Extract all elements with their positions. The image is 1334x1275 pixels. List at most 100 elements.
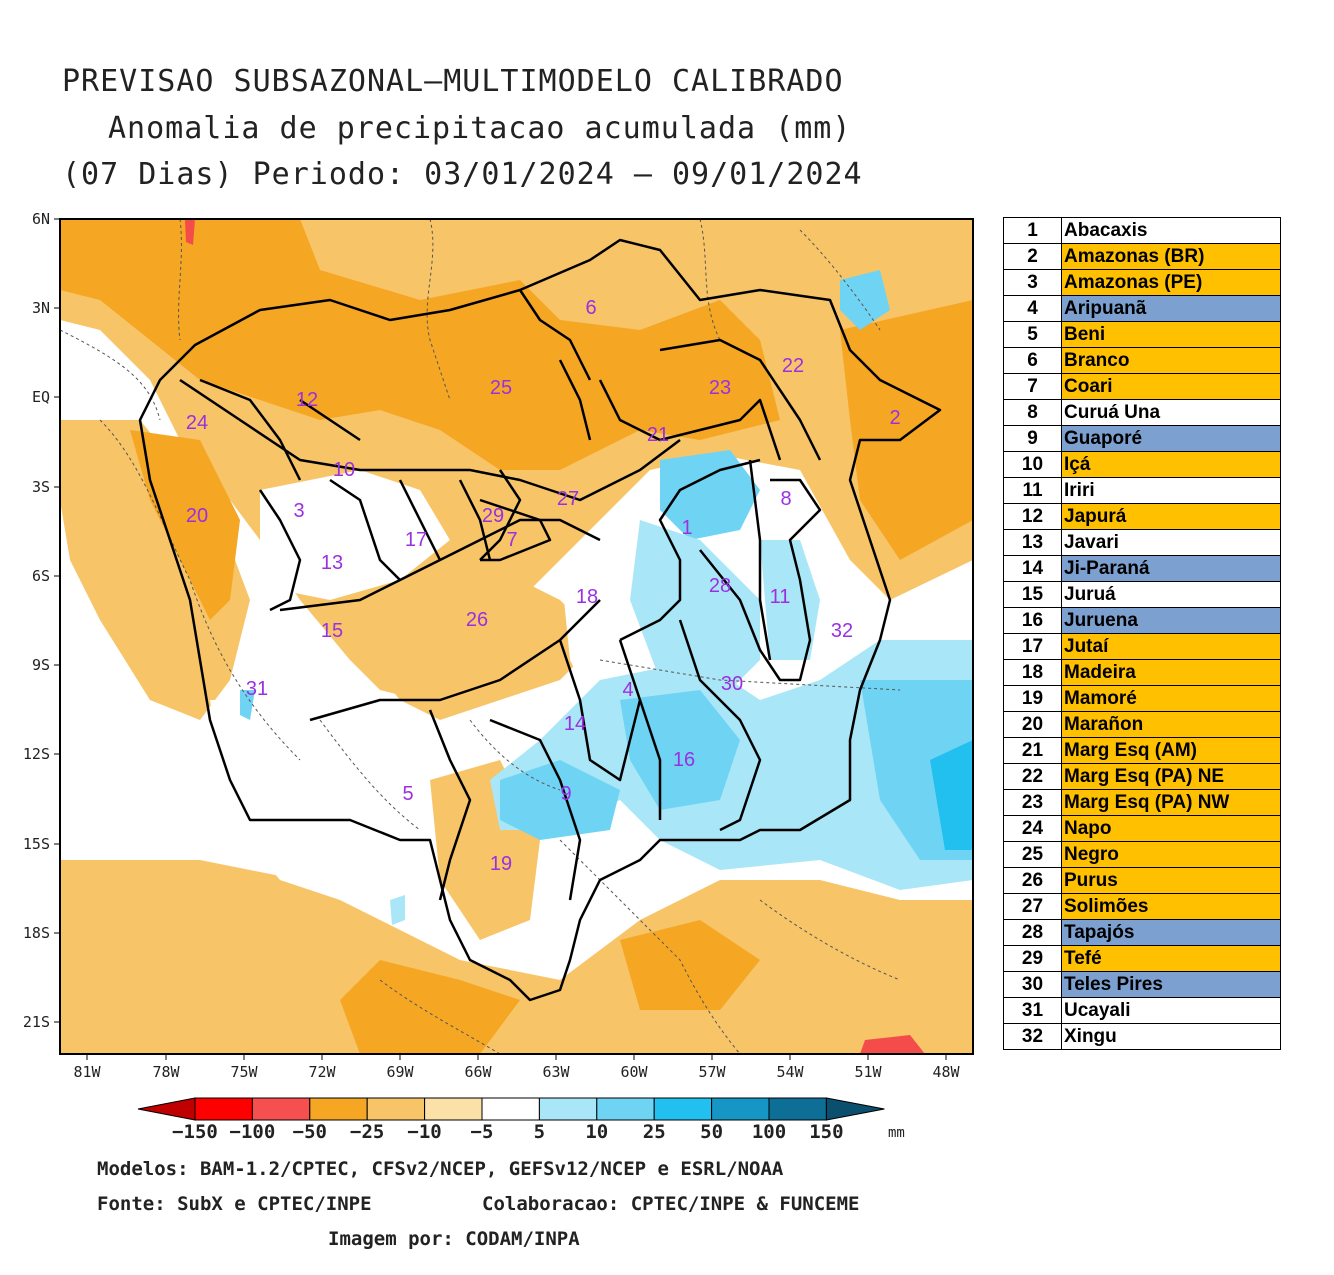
legend-number: 8 bbox=[1003, 399, 1062, 426]
basin-label-31: 31 bbox=[246, 678, 268, 700]
lon-label: 78W bbox=[152, 1063, 180, 1081]
legend-row: 21 Marg Esq (AM) bbox=[1003, 737, 1281, 764]
basin-borders bbox=[138, 238, 942, 1002]
legend-row: 26 Purus bbox=[1003, 867, 1281, 894]
basin-label-32: 32 bbox=[831, 620, 853, 642]
colorbar-label: −5 bbox=[471, 1121, 494, 1143]
legend-row: 10 Içá bbox=[1003, 451, 1281, 478]
footer-source: Fonte: SubX e CPTEC/INPE bbox=[97, 1193, 372, 1215]
latitude-axis: 6N 3N EQ 3S 6S 9S 12S 15S 18S 21S bbox=[23, 210, 60, 1031]
legend-number: 16 bbox=[1003, 607, 1062, 634]
legend-basin-name: Teles Pires bbox=[1061, 971, 1281, 998]
legend-number: 18 bbox=[1003, 659, 1062, 686]
legend-number: 4 bbox=[1003, 295, 1062, 322]
lon-label: 63W bbox=[542, 1063, 570, 1081]
basin-label-26: 26 bbox=[466, 609, 488, 631]
lat-label: 21S bbox=[23, 1013, 50, 1031]
legend-number: 31 bbox=[1003, 997, 1062, 1024]
legend-basin-name: Mamoré bbox=[1061, 685, 1281, 712]
legend-row: 13 Javari bbox=[1003, 529, 1281, 556]
basin-label-1: 1 bbox=[681, 517, 692, 539]
lon-label: 48W bbox=[932, 1063, 960, 1081]
legend-row: 16 Juruena bbox=[1003, 607, 1281, 634]
legend-number: 19 bbox=[1003, 685, 1062, 712]
legend-number: 21 bbox=[1003, 737, 1062, 764]
legend-number: 24 bbox=[1003, 815, 1062, 842]
lon-label: 54W bbox=[776, 1063, 804, 1081]
legend-basin-name: Amazonas (PE) bbox=[1061, 269, 1281, 296]
lon-label: 81W bbox=[73, 1063, 101, 1081]
lat-label: 18S bbox=[23, 924, 50, 942]
colorbar-swatch bbox=[194, 1097, 253, 1121]
legend-row: 30 Teles Pires bbox=[1003, 971, 1281, 998]
basin-label-6: 6 bbox=[585, 297, 596, 319]
basin-label-9: 9 bbox=[560, 783, 571, 805]
legend-basin-name: Negro bbox=[1061, 841, 1281, 868]
colorbar-label: 50 bbox=[700, 1121, 723, 1143]
lon-label: 57W bbox=[698, 1063, 726, 1081]
basin-label-29: 29 bbox=[482, 505, 504, 527]
basin-number-labels: 1234567891011121314151617181920212223242… bbox=[186, 297, 901, 875]
colorbar-swatch bbox=[711, 1097, 770, 1121]
colorbar-label: −50 bbox=[293, 1121, 327, 1143]
legend-row: 17 Jutaí bbox=[1003, 633, 1281, 660]
legend-basin-name: Marg Esq (PA) NE bbox=[1061, 763, 1281, 790]
legend-number: 25 bbox=[1003, 841, 1062, 868]
footer-image-credit: Imagem por: CODAM/INPA bbox=[328, 1228, 580, 1250]
legend-row: 18 Madeira bbox=[1003, 659, 1281, 686]
basin-label-21: 21 bbox=[647, 424, 669, 446]
colorbar-swatch bbox=[309, 1097, 368, 1121]
legend-basin-name: Guaporé bbox=[1061, 425, 1281, 452]
colorbar-arrow-left bbox=[137, 1097, 196, 1121]
colorbar-swatch bbox=[596, 1097, 655, 1121]
legend-row: 24 Napo bbox=[1003, 815, 1281, 842]
legend-number: 3 bbox=[1003, 269, 1062, 296]
legend-number: 6 bbox=[1003, 347, 1062, 374]
basin-legend-table: 1 Abacaxis 2 Amazonas (BR) 3 Amazonas (PE) 4 Ar… bbox=[1003, 217, 1281, 1050]
legend-number: 10 bbox=[1003, 451, 1062, 478]
legend-row: 8 Curuá Una bbox=[1003, 399, 1281, 426]
legend-number: 26 bbox=[1003, 867, 1062, 894]
lat-label: 9S bbox=[32, 656, 50, 674]
lat-label: 6S bbox=[32, 567, 50, 585]
legend-row: 32 Xingu bbox=[1003, 1023, 1281, 1050]
legend-basin-name: Iriri bbox=[1061, 477, 1281, 504]
colorbar: −150 −100 −50 −25 −10 −5 5 10 25 50 100 150 mm bbox=[137, 1097, 905, 1143]
lon-label: 75W bbox=[230, 1063, 258, 1081]
basin-label-3: 3 bbox=[293, 500, 304, 522]
legend-row: 9 Guaporé bbox=[1003, 425, 1281, 452]
lat-label: 15S bbox=[23, 835, 50, 853]
basin-label-10: 10 bbox=[333, 459, 355, 481]
footer-models: Modelos: BAM-1.2/CPTEC, CFSv2/NCEP, GEFS… bbox=[97, 1158, 784, 1180]
legend-basin-name: Tapajós bbox=[1061, 919, 1281, 946]
legend-basin-name: Napo bbox=[1061, 815, 1281, 842]
lon-label: 51W bbox=[854, 1063, 882, 1081]
legend-basin-name: Jutaí bbox=[1061, 633, 1281, 660]
legend-basin-name: Juruá bbox=[1061, 581, 1281, 608]
footer-collaboration: Colaboracao: CPTEC/INPE & FUNCEME bbox=[482, 1193, 860, 1215]
basin-label-17: 17 bbox=[405, 529, 427, 551]
legend-basin-name: Abacaxis bbox=[1061, 217, 1281, 244]
legend-basin-name: Xingu bbox=[1061, 1023, 1281, 1050]
lon-label: 60W bbox=[620, 1063, 648, 1081]
legend-number: 15 bbox=[1003, 581, 1062, 608]
legend-basin-name: Curuá Una bbox=[1061, 399, 1281, 426]
basin-label-27: 27 bbox=[557, 488, 579, 510]
colorbar-swatch bbox=[538, 1097, 598, 1121]
legend-basin-name: Branco bbox=[1061, 347, 1281, 374]
colorbar-label: −150 bbox=[172, 1121, 218, 1143]
legend-basin-name: Aripuanã bbox=[1061, 295, 1281, 322]
basin-label-2: 2 bbox=[889, 407, 900, 429]
legend-basin-name: Coari bbox=[1061, 373, 1281, 400]
legend-number: 22 bbox=[1003, 763, 1062, 790]
legend-number: 7 bbox=[1003, 373, 1062, 400]
basin-label-4: 4 bbox=[622, 679, 633, 701]
legend-row: 11 Iriri bbox=[1003, 477, 1281, 504]
basin-label-23: 23 bbox=[709, 377, 731, 399]
colorbar-label: 25 bbox=[643, 1121, 666, 1143]
basin-label-14: 14 bbox=[564, 713, 586, 735]
legend-number: 20 bbox=[1003, 711, 1062, 738]
basin-label-16: 16 bbox=[673, 749, 695, 771]
basin-label-15: 15 bbox=[321, 620, 343, 642]
legend-row: 12 Japurá bbox=[1003, 503, 1281, 530]
